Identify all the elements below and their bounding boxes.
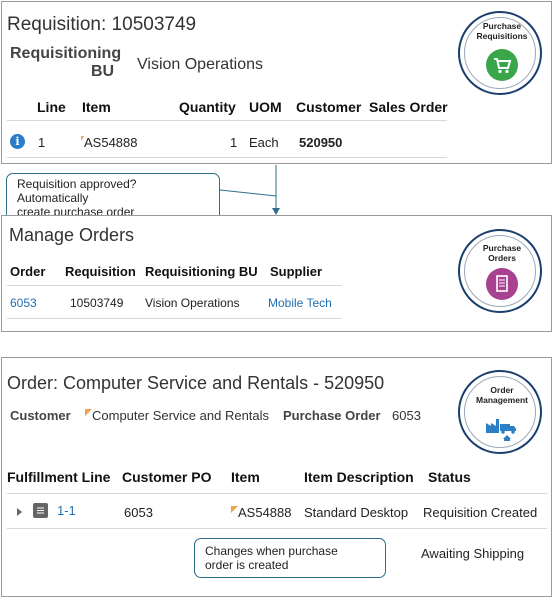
col-order: Order	[10, 264, 46, 279]
col-status: Status	[428, 469, 471, 485]
fulfillment-line-link[interactable]: 1-1	[57, 503, 76, 518]
supplier-link[interactable]: Mobile Tech	[268, 296, 332, 310]
col-sales-order: Sales Order	[369, 99, 448, 115]
col-item-description: Item Description	[304, 469, 414, 485]
purchase-order-label: Purchase Order	[283, 408, 381, 423]
requisitioning-bu-value: Vision Operations	[137, 56, 263, 73]
col-customer: Customer	[296, 99, 362, 115]
col-requisition: Requisition	[65, 264, 136, 279]
order-link[interactable]: 6053	[10, 296, 37, 310]
fulfillment-description: Standard Desktop	[304, 505, 409, 520]
document-icon	[486, 268, 518, 300]
col-item: Item	[231, 469, 260, 485]
flag-icon	[85, 409, 92, 416]
callout-changes-when-po-created: Changes when purchase order is created	[194, 538, 386, 578]
col-quantity: Quantity	[179, 99, 236, 115]
manage-orders-title: Manage Orders	[9, 225, 135, 245]
req-customer: 520950	[299, 135, 343, 150]
purchase-order-value: 6053	[392, 408, 421, 423]
col-customer-po: Customer PO	[122, 469, 212, 485]
awaiting-shipping-status: Awaiting Shipping	[421, 546, 525, 561]
customer-value: Computer Service and Rentals	[85, 408, 269, 423]
customer-label: Customer	[10, 408, 71, 423]
info-icon[interactable]: i	[10, 134, 25, 149]
line-details-icon[interactable]	[33, 503, 48, 518]
order-bu: Vision Operations	[145, 296, 240, 310]
flag-icon	[231, 506, 238, 513]
req-uom: Each	[249, 135, 279, 150]
col-line: Line	[37, 99, 66, 115]
col-uom: UOM	[249, 99, 282, 115]
col-supplier: Supplier	[270, 264, 323, 279]
purchase-requisitions-badge: Purchase Requisitions	[458, 11, 542, 95]
requisition-panel: Requisition: 10503749 Requisitioning BU …	[1, 1, 552, 164]
fulfillment-customer-po: 6053	[124, 505, 153, 520]
req-item[interactable]: AS54888	[81, 135, 138, 150]
fulfillment-item[interactable]: AS54888	[231, 505, 292, 520]
order-management-badge: Order Management	[458, 370, 542, 454]
col-item: Item	[82, 99, 111, 115]
expand-triangle-icon[interactable]	[17, 508, 22, 516]
manage-orders-panel: Manage Orders Order Requisition Requisit…	[1, 215, 552, 332]
requisition-title: Requisition: 10503749	[7, 14, 197, 35]
factory-truck-icon	[483, 409, 521, 441]
purchase-orders-badge: Purchase Orders	[458, 229, 542, 313]
order-requisition: 10503749	[70, 296, 124, 310]
col-requisitioning-bu: Requisitioning BU	[145, 264, 258, 279]
fulfillment-status: Requisition Created	[423, 505, 538, 520]
requisitioning-bu-label: Requisitioning BU	[10, 45, 122, 80]
flag-icon	[81, 136, 84, 141]
cart-icon	[486, 49, 518, 81]
order-title: Order: Computer Service and Rentals - 52…	[7, 373, 385, 393]
col-fulfillment-line: Fulfillment Line	[7, 469, 111, 485]
req-line: 1	[38, 135, 46, 150]
req-quantity: 1	[230, 135, 238, 150]
